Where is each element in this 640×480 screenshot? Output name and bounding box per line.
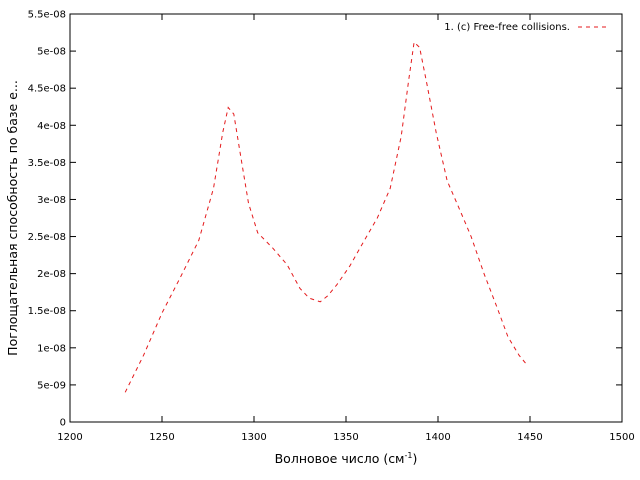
x-axis: 1200 1250 1300 1350 1400 1450 1500 <box>57 14 635 443</box>
y-tick-label: 4e-08 <box>37 121 66 132</box>
series-line <box>124 41 527 393</box>
y-tick-label: 5e-09 <box>37 380 66 391</box>
y-tick-label: 0 <box>60 418 66 429</box>
legend-label: 1. (c) Free-free collisions. <box>444 22 570 33</box>
x-axis-title-superscript: -1 <box>405 451 413 460</box>
x-tick-label: 1500 <box>609 432 634 443</box>
y-tick-label: 3.5e-08 <box>28 158 66 169</box>
y-tick-label: 1.5e-08 <box>28 306 66 317</box>
y-tick-label: 2.5e-08 <box>28 232 66 243</box>
plot-frame <box>69 13 623 423</box>
y-tick-label: 4.5e-08 <box>28 84 66 95</box>
y-tick-label: 5e-08 <box>37 47 66 58</box>
y-tick-label: 5.5e-08 <box>28 10 66 21</box>
y-tick-label: 3e-08 <box>37 195 66 206</box>
x-tick-label: 1250 <box>149 432 174 443</box>
x-tick-label: 1350 <box>333 432 358 443</box>
series-layer <box>124 41 527 393</box>
y-tick-label: 2e-08 <box>37 269 66 280</box>
x-tick-label: 1200 <box>57 432 82 443</box>
y-axis: 0 5e-09 1e-08 1.5e-08 2e-08 2.5e-08 3e-08 3.5e-… <box>28 10 622 429</box>
x-axis-title-main: Волновое число (см <box>275 451 405 466</box>
x-axis-title: Волновое число (см-1) <box>275 451 418 466</box>
legend: 1. (c) Free-free collisions. <box>444 22 610 33</box>
y-axis-title: Поглощательная способность по базе e... <box>5 80 20 356</box>
x-axis-title-suffix: ) <box>412 451 417 466</box>
x-tick-label: 1450 <box>517 432 542 443</box>
x-tick-label: 1400 <box>425 432 450 443</box>
x-tick-label: 1300 <box>241 432 266 443</box>
y-tick-label: 1e-08 <box>37 343 66 354</box>
